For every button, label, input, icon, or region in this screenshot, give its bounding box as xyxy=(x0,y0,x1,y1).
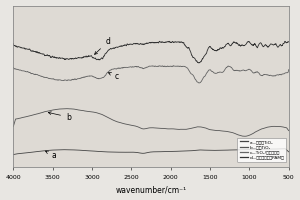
Text: a: a xyxy=(46,151,57,160)
Legend: a—未改性TiO₂, b—改性TiO₂, c—TiO₂/聚丙烯酰胺, d—聚丙烯酰胺（PAM）: a—未改性TiO₂, b—改性TiO₂, c—TiO₂/聚丙烯酰胺, d—聚丙烯… xyxy=(237,138,286,162)
Text: b: b xyxy=(48,112,71,122)
Text: d: d xyxy=(94,37,110,54)
Text: c: c xyxy=(108,72,119,81)
X-axis label: wavenumber/cm⁻¹: wavenumber/cm⁻¹ xyxy=(116,185,187,194)
